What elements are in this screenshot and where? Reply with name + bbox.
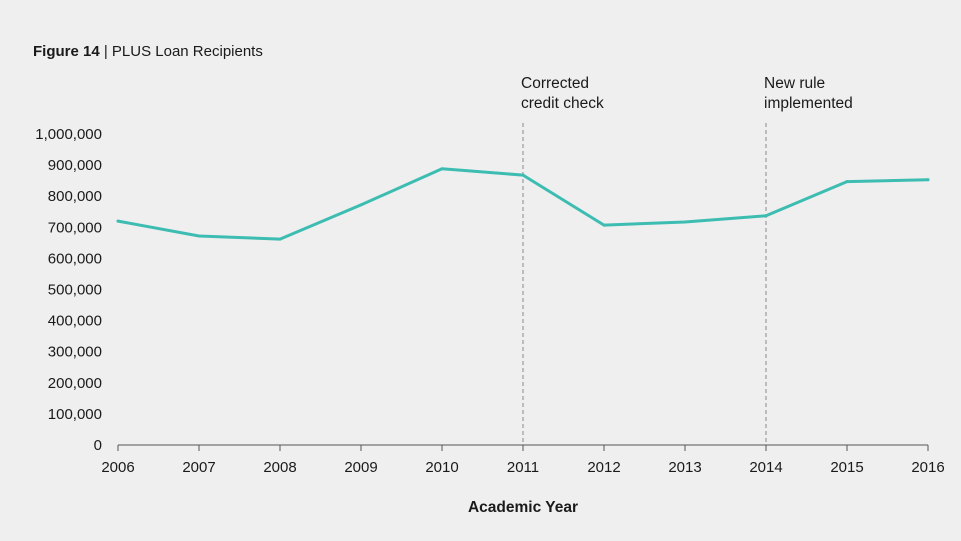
annotation-label-2014: implemented — [764, 95, 853, 112]
data-point — [521, 173, 525, 177]
data-point — [602, 223, 606, 227]
data-point — [845, 180, 849, 184]
data-point — [197, 234, 201, 238]
data-point — [764, 214, 768, 218]
annotation-label-2011: credit check — [521, 95, 604, 112]
y-tick-label: 500,000 — [48, 282, 102, 299]
y-tick-label: 900,000 — [48, 157, 102, 174]
series-layer — [116, 167, 930, 241]
x-tick-label: 2016 — [911, 459, 944, 476]
y-tick-label: 400,000 — [48, 313, 102, 330]
x-tick-label: 2015 — [830, 459, 863, 476]
y-tick-label: 100,000 — [48, 406, 102, 423]
figure-title-separator: | — [100, 43, 112, 60]
data-point — [926, 178, 930, 182]
x-tick-label: 2013 — [668, 459, 701, 476]
x-tick-label: 2008 — [263, 459, 296, 476]
y-tick-label: 0 — [94, 437, 102, 454]
data-point — [116, 219, 120, 223]
x-tick-label: 2010 — [425, 459, 458, 476]
y-tick-label: 800,000 — [48, 188, 102, 205]
x-tick-label: 2014 — [749, 459, 782, 476]
figure-title: Figure 14 | PLUS Loan Recipients — [33, 43, 263, 60]
y-tick-label: 700,000 — [48, 219, 102, 236]
x-tick-label: 2006 — [101, 459, 134, 476]
y-tick-label: 600,000 — [48, 250, 102, 267]
x-tick-label: 2011 — [507, 459, 539, 476]
x-tick-label: 2009 — [344, 459, 377, 476]
x-tick-label: 2012 — [587, 459, 620, 476]
y-tick-label: 1,000,000 — [35, 126, 102, 143]
annotation-label-2014: New rule — [764, 75, 825, 92]
y-tick-label: 200,000 — [48, 375, 102, 392]
annotation-label-2011: Corrected — [521, 75, 589, 92]
x-axis-title: Academic Year — [468, 499, 578, 516]
data-point — [359, 203, 363, 207]
figure-number: Figure 14 — [33, 43, 100, 60]
data-point — [683, 220, 687, 224]
y-tick-label: 300,000 — [48, 344, 102, 361]
x-tick-label: 2007 — [182, 459, 215, 476]
data-point — [278, 237, 282, 241]
figure-title-text: PLUS Loan Recipients — [112, 43, 263, 60]
annotation-layer: Corrected credit check New rule implemented — [521, 75, 853, 445]
data-point — [440, 167, 444, 171]
axis-layer: 0 100,000 200,000 300,000 400,000 500,000 600,… — [35, 126, 944, 476]
